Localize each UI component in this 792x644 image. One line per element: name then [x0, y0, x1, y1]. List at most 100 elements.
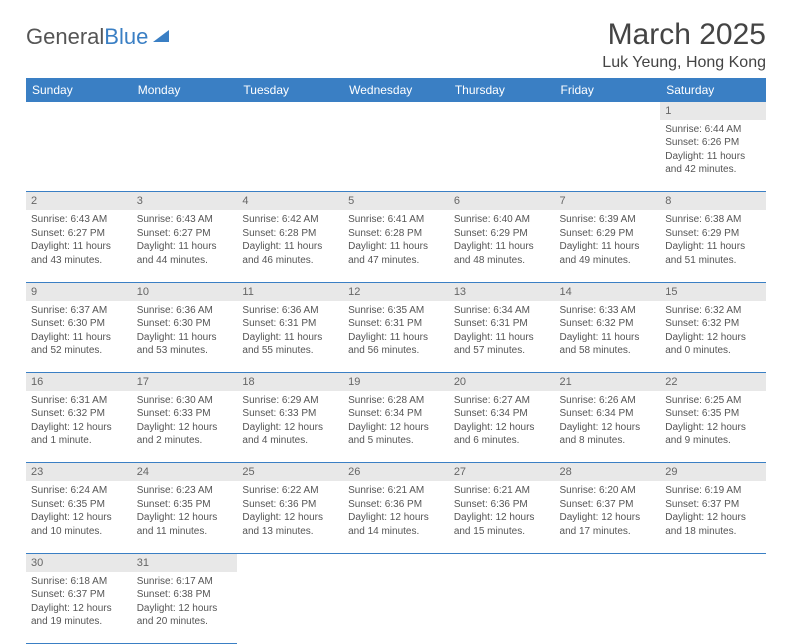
daylight-text: Daylight: 11 hours and 55 minutes. [242, 331, 338, 358]
sunset-text: Sunset: 6:27 PM [137, 227, 233, 241]
day-number-cell [237, 102, 343, 120]
sunset-text: Sunset: 6:37 PM [665, 498, 761, 512]
day-cell [555, 120, 661, 192]
day-number-cell: 7 [555, 192, 661, 210]
sunset-text: Sunset: 6:34 PM [560, 407, 656, 421]
sunset-text: Sunset: 6:35 PM [137, 498, 233, 512]
day-cell [555, 572, 661, 644]
sunset-text: Sunset: 6:37 PM [560, 498, 656, 512]
daylight-text: Daylight: 12 hours and 5 minutes. [348, 421, 444, 448]
day-number-cell [555, 553, 661, 571]
sunrise-text: Sunrise: 6:31 AM [31, 394, 127, 408]
day-number-cell: 6 [449, 192, 555, 210]
sunrise-text: Sunrise: 6:32 AM [665, 304, 761, 318]
daylight-text: Daylight: 12 hours and 6 minutes. [454, 421, 550, 448]
day-number-cell: 31 [132, 553, 238, 571]
day-cell: Sunrise: 6:18 AMSunset: 6:37 PMDaylight:… [26, 572, 132, 644]
day-number-cell: 9 [26, 282, 132, 300]
day-cell: Sunrise: 6:20 AMSunset: 6:37 PMDaylight:… [555, 481, 661, 553]
sunset-text: Sunset: 6:29 PM [560, 227, 656, 241]
sunrise-text: Sunrise: 6:35 AM [348, 304, 444, 318]
daylight-text: Daylight: 11 hours and 51 minutes. [665, 240, 761, 267]
day-content-row: Sunrise: 6:24 AMSunset: 6:35 PMDaylight:… [26, 481, 766, 553]
daylight-text: Daylight: 11 hours and 47 minutes. [348, 240, 444, 267]
daylight-text: Daylight: 11 hours and 52 minutes. [31, 331, 127, 358]
day-number-cell: 16 [26, 373, 132, 391]
day-number-cell: 8 [660, 192, 766, 210]
day-number-cell: 23 [26, 463, 132, 481]
day-cell: Sunrise: 6:38 AMSunset: 6:29 PMDaylight:… [660, 210, 766, 282]
weekday-header: Saturday [660, 78, 766, 102]
day-cell: Sunrise: 6:39 AMSunset: 6:29 PMDaylight:… [555, 210, 661, 282]
day-number-cell: 14 [555, 282, 661, 300]
sunrise-text: Sunrise: 6:34 AM [454, 304, 550, 318]
sunrise-text: Sunrise: 6:26 AM [560, 394, 656, 408]
day-number-cell [343, 553, 449, 571]
sunset-text: Sunset: 6:38 PM [137, 588, 233, 602]
day-cell: Sunrise: 6:24 AMSunset: 6:35 PMDaylight:… [26, 481, 132, 553]
daylight-text: Daylight: 12 hours and 14 minutes. [348, 511, 444, 538]
sunrise-text: Sunrise: 6:42 AM [242, 213, 338, 227]
day-cell [449, 120, 555, 192]
day-number-cell [237, 553, 343, 571]
day-cell [449, 572, 555, 644]
day-number-cell: 28 [555, 463, 661, 481]
day-cell: Sunrise: 6:23 AMSunset: 6:35 PMDaylight:… [132, 481, 238, 553]
sunset-text: Sunset: 6:34 PM [348, 407, 444, 421]
day-number-cell [449, 102, 555, 120]
sunrise-text: Sunrise: 6:21 AM [454, 484, 550, 498]
day-number-row: 9101112131415 [26, 282, 766, 300]
day-cell: Sunrise: 6:22 AMSunset: 6:36 PMDaylight:… [237, 481, 343, 553]
day-cell: Sunrise: 6:33 AMSunset: 6:32 PMDaylight:… [555, 301, 661, 373]
sunset-text: Sunset: 6:29 PM [454, 227, 550, 241]
day-cell [237, 572, 343, 644]
daylight-text: Daylight: 12 hours and 0 minutes. [665, 331, 761, 358]
sunrise-text: Sunrise: 6:37 AM [31, 304, 127, 318]
sunrise-text: Sunrise: 6:39 AM [560, 213, 656, 227]
weekday-header: Thursday [449, 78, 555, 102]
sunrise-text: Sunrise: 6:38 AM [665, 213, 761, 227]
sunset-text: Sunset: 6:31 PM [242, 317, 338, 331]
sunrise-text: Sunrise: 6:43 AM [31, 213, 127, 227]
daylight-text: Daylight: 11 hours and 57 minutes. [454, 331, 550, 358]
daylight-text: Daylight: 11 hours and 43 minutes. [31, 240, 127, 267]
day-number-cell: 10 [132, 282, 238, 300]
day-number-cell: 18 [237, 373, 343, 391]
sunrise-text: Sunrise: 6:27 AM [454, 394, 550, 408]
sunrise-text: Sunrise: 6:19 AM [665, 484, 761, 498]
day-number-row: 3031 [26, 553, 766, 571]
calendar-body: 1Sunrise: 6:44 AMSunset: 6:26 PMDaylight… [26, 102, 766, 644]
day-cell: Sunrise: 6:44 AMSunset: 6:26 PMDaylight:… [660, 120, 766, 192]
day-content-row: Sunrise: 6:43 AM Sunset: 6:27 PM Daylight:… [26, 210, 766, 282]
sunset-text: Sunset: 6:28 PM [348, 227, 444, 241]
daylight-text: Daylight: 11 hours and 48 minutes. [454, 240, 550, 267]
day-content-row: Sunrise: 6:18 AMSunset: 6:37 PMDaylight:… [26, 572, 766, 644]
sunset-text: Sunset: 6:33 PM [137, 407, 233, 421]
day-number-cell [26, 102, 132, 120]
daylight-text: Daylight: 11 hours and 53 minutes. [137, 331, 233, 358]
day-number-cell: 26 [343, 463, 449, 481]
logo-sail-icon [151, 28, 171, 44]
daylight-text: Daylight: 12 hours and 2 minutes. [137, 421, 233, 448]
weekday-header: Sunday [26, 78, 132, 102]
sunset-text: Sunset: 6:31 PM [454, 317, 550, 331]
sunset-text: Sunset: 6:37 PM [31, 588, 127, 602]
daylight-text: Daylight: 12 hours and 8 minutes. [560, 421, 656, 448]
day-number-cell: 1 [660, 102, 766, 120]
sunset-text: Sunset: 6:30 PM [31, 317, 127, 331]
daylight-text: Daylight: 12 hours and 10 minutes. [31, 511, 127, 538]
sunrise-text: Sunrise: 6:20 AM [560, 484, 656, 498]
sunrise-text: Sunrise: 6:22 AM [242, 484, 338, 498]
daylight-text: Daylight: 12 hours and 13 minutes. [242, 511, 338, 538]
day-number-row: 1 [26, 102, 766, 120]
day-cell: Sunrise: 6:40 AMSunset: 6:29 PMDaylight:… [449, 210, 555, 282]
sunrise-text: Sunrise: 6:44 AM [665, 123, 761, 137]
sunrise-text: Sunrise: 6:30 AM [137, 394, 233, 408]
day-number-cell: 15 [660, 282, 766, 300]
logo-text-general: General [26, 24, 104, 50]
sunset-text: Sunset: 6:31 PM [348, 317, 444, 331]
day-number-cell [132, 102, 238, 120]
day-number-cell: 2 [26, 192, 132, 210]
day-number-row: 16171819202122 [26, 373, 766, 391]
day-content-row: Sunrise: 6:31 AMSunset: 6:32 PMDaylight:… [26, 391, 766, 463]
